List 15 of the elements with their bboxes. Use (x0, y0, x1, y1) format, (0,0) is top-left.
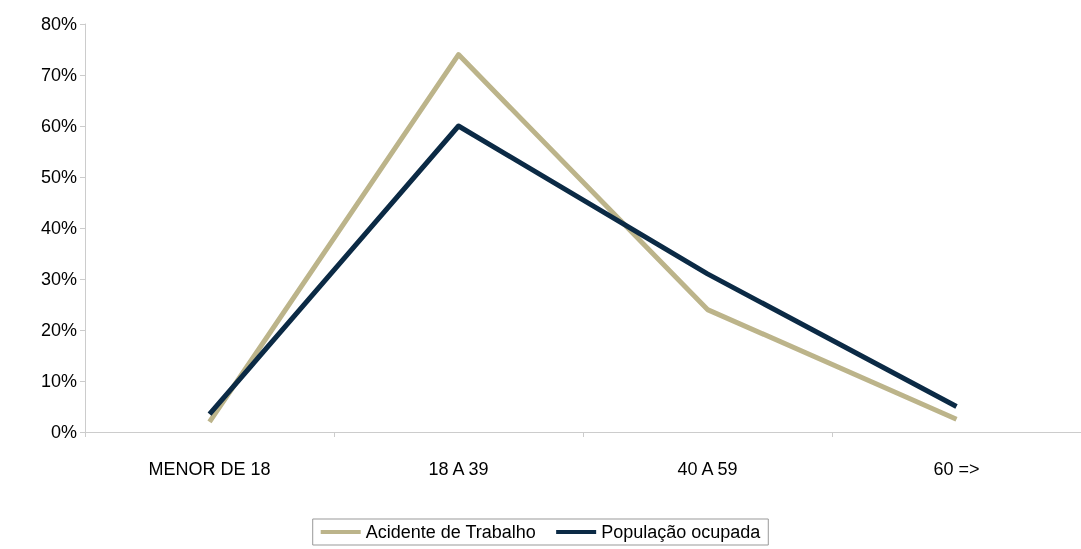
y-tick-label: 10% (40, 371, 77, 391)
y-tick-label: 0% (50, 422, 77, 442)
x-tick-label: 18 A 39 (428, 459, 489, 479)
y-tick-label: 60% (40, 116, 77, 136)
y-tick-label: 30% (40, 269, 77, 289)
x-tick-label: 60 => (933, 459, 980, 479)
y-tick-label: 20% (40, 320, 77, 340)
x-tick-label: MENOR DE 18 (148, 459, 271, 479)
y-tick-label: 80% (40, 14, 77, 34)
y-tick-label: 50% (40, 167, 77, 187)
x-tick-label: 40 A 59 (677, 459, 738, 479)
y-tick-label: 70% (40, 65, 77, 85)
y-tick-label: 40% (40, 218, 77, 238)
legend-label: Acidente de Trabalho (365, 522, 536, 542)
legend-label: População ocupada (601, 522, 762, 542)
